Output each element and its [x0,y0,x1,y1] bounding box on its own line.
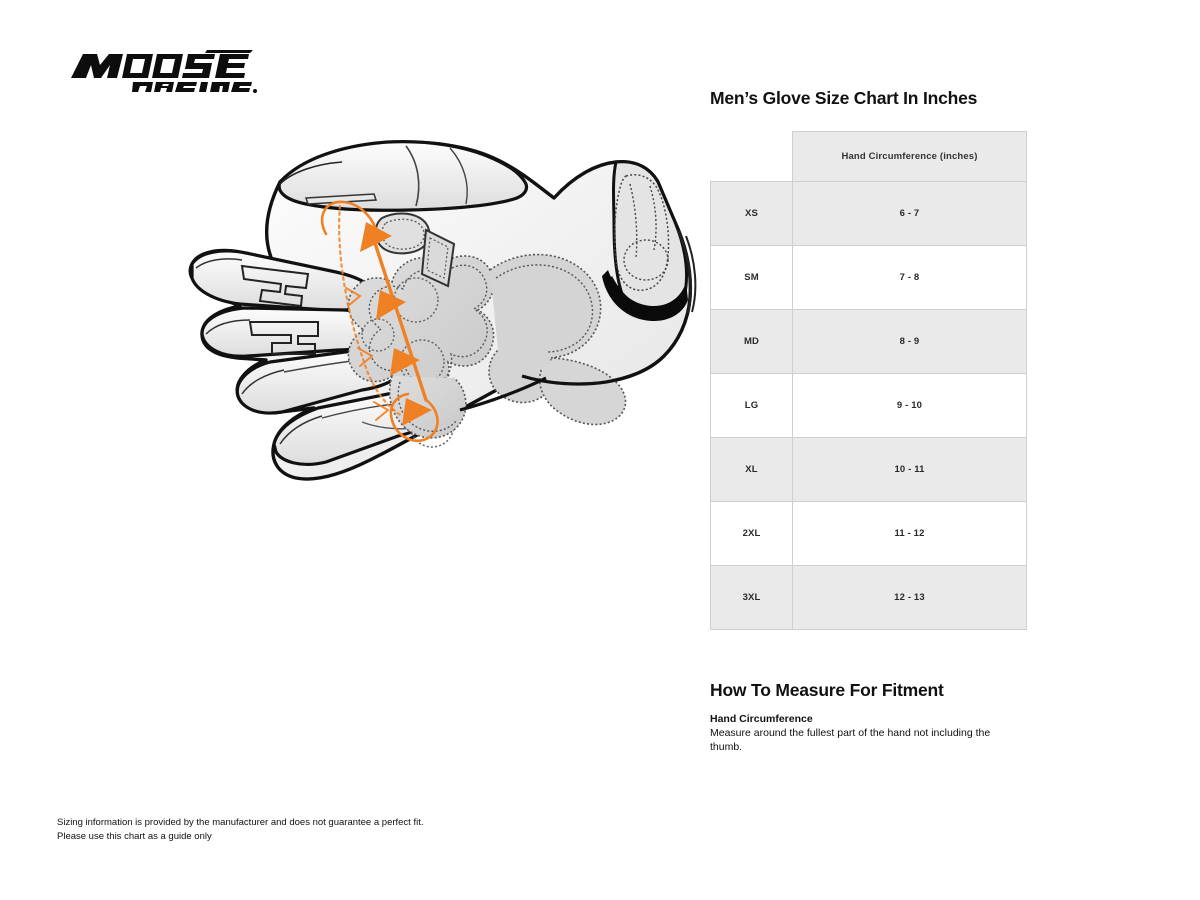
how-to-measure-section: How To Measure For Fitment Hand Circumfe… [710,680,1040,755]
table-row: XS 6 - 7 [710,181,1027,246]
glove-index-finger [277,140,529,212]
brand-logo [57,48,257,100]
table-row: MD 8 - 9 [710,309,1027,374]
measure-item-description: Measure around the fullest part of the h… [710,727,991,754]
cell-size: MD [710,309,793,374]
cell-hand-circumference: 12 - 13 [792,565,1027,630]
cell-hand-circumference: 8 - 9 [792,309,1027,374]
table-row: XL 10 - 11 [710,437,1027,502]
moose-racing-logo-icon [71,50,257,93]
cell-hand-circumference: 6 - 7 [792,181,1027,246]
table-header: Hand Circumference (inches) [711,131,1027,182]
table-header-hand-circumference: Hand Circumference (inches) [792,131,1027,182]
cell-size: LG [710,373,793,438]
size-chart-title: Men’s Glove Size Chart In Inches [710,88,978,108]
glove-diagram [130,110,720,550]
table-row: SM 7 - 8 [710,245,1027,310]
cell-size: XS [710,181,793,246]
cell-hand-circumference: 9 - 10 [792,373,1027,438]
glove-size-table: Hand Circumference (inches) XS 6 - 7 SM … [710,131,1027,630]
disclaimer-line-2: Please use this chart as a guide only [57,831,212,843]
glove-wrist-strap [374,212,456,288]
cell-hand-circumference: 11 - 12 [792,501,1027,566]
cell-size: SM [710,245,793,310]
measurement-arrow-loop [320,200,439,443]
table-row: 3XL 12 - 13 [710,565,1027,630]
table-header-row: Hand Circumference (inches) [711,131,1027,182]
how-to-measure-title: How To Measure For Fitment [710,680,944,700]
cell-size: 3XL [710,565,793,630]
glove-wrist-cuff [459,354,666,412]
footer-disclaimer: Sizing information is provided by the ma… [57,816,577,845]
table-body: XS 6 - 7 SM 7 - 8 MD 8 - 9 LG 9 - 10 XL … [710,181,1027,630]
table-row: LG 9 - 10 [710,373,1027,438]
cell-hand-circumference: 7 - 8 [792,245,1027,310]
disclaimer-line-1: Sizing information is provided by the ma… [57,817,424,828]
glove-back-panel [488,253,627,426]
cell-size: XL [710,437,793,502]
cell-hand-circumference: 10 - 11 [792,437,1027,502]
glove-measurement-illustration-icon [188,140,697,481]
right-content-column: Men’s Glove Size Chart In Inches Hand Ci… [710,88,1040,755]
glove-thumb-and-cuff [602,160,697,322]
cell-size: 2XL [710,501,793,566]
table-row: 2XL 11 - 12 [710,501,1027,566]
table-corner-blank [711,132,793,182]
measure-item-label: Hand Circumference [710,713,813,725]
